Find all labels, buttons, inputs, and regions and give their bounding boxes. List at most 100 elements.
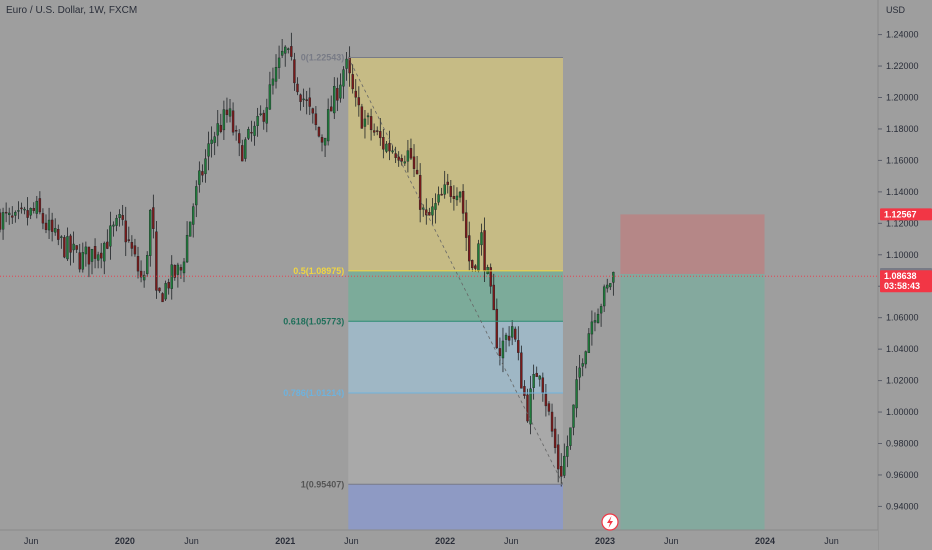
candle-body [596,313,600,324]
candle-body [517,340,520,353]
candle-body [60,236,63,238]
fib-level-label: 0.618(1.05773) [283,316,344,326]
candle-body [195,186,198,206]
y-tick-label: 1.24000 [886,30,919,40]
candle-body [541,377,545,393]
candle-body [130,242,134,249]
candle-body [501,340,505,359]
candle-body [238,133,241,144]
candle-body [363,118,367,127]
y-tick-label: 1.10000 [886,250,919,260]
y-tick-label: 1.16000 [886,155,919,165]
y-tick-label: 1.20000 [886,93,919,103]
candle-body [437,194,440,203]
candle-body [376,130,379,132]
candle-body [520,352,523,389]
candle-body [578,367,581,378]
candle-body [296,83,299,93]
candle-body [514,328,517,340]
x-tick-label: 2021 [275,536,295,546]
candle-body [179,267,183,271]
candle-body [139,270,143,278]
candle-body [115,217,118,226]
candle-body [293,59,296,84]
candle-body [366,115,370,118]
position-reward-zone [620,274,765,530]
candle-body [118,214,121,218]
candle-body [526,394,529,422]
candle-body [167,282,170,289]
candle-body [550,411,554,432]
candle-body [280,50,284,56]
candle-body [290,46,293,57]
candle-body [247,129,250,139]
lightning-icon[interactable] [601,513,619,531]
candle-body [602,286,606,307]
candle-body [32,207,35,211]
candle-body [495,308,499,349]
candle-body [185,235,189,263]
fib-zone [348,321,563,393]
candle-body [385,143,388,152]
candle-body [14,211,17,216]
candle-body [161,293,164,303]
candle-body [308,97,311,107]
candle-body [100,252,103,259]
candle-body [412,156,416,169]
candle-body [434,203,437,210]
candle-body [606,284,609,289]
candle-body [250,132,253,134]
candle-body [532,374,535,388]
symbol-title: Euro / U.S. Dollar, 1W, FXCM [6,5,137,16]
price-badge-label: 1.12567 [884,209,917,219]
x-tick-label: Jun [664,536,679,546]
candle-body [121,215,124,220]
candle-body [544,393,548,407]
candle-body [449,186,453,197]
candle-body [480,232,483,246]
candle-body [66,236,69,260]
candle-body [287,48,290,50]
candle-body [498,348,502,357]
candle-body [563,455,566,476]
candle-body [474,265,477,269]
candle-body [406,150,410,162]
candle-body [268,84,272,110]
y-tick-label: 0.96000 [886,470,919,480]
candle-body [259,113,262,116]
candle-body [213,136,216,143]
candle-body [234,130,238,132]
candle-body [440,193,443,196]
candle-body [320,137,324,143]
y-tick-label: 0.98000 [886,439,919,449]
candle-body [84,246,88,255]
candle-body [339,84,342,99]
candle-body [415,169,419,175]
candle-body [277,57,281,68]
candle-body [333,86,336,114]
candle-body [560,465,563,477]
candle-body [225,109,229,116]
candle-body [170,264,173,289]
candle-body [590,321,594,335]
candle-body [446,181,449,185]
candle-body [47,219,51,231]
y-tick-label: 1.18000 [886,124,919,134]
candle-body [397,156,400,161]
candle-body [72,243,75,251]
candle-body [1,212,5,230]
x-tick-label: Jun [184,536,199,546]
candle-body [152,207,155,229]
candle-body [403,161,407,164]
candle-body [345,58,348,69]
candle-body [284,46,287,54]
price-badge-countdown: 03:58:43 [884,281,920,291]
candle-body [158,287,161,292]
time-axis-panel [0,530,878,550]
y-tick-label: 1.06000 [886,313,919,323]
candle-body [510,326,514,338]
candle-body [302,98,305,101]
